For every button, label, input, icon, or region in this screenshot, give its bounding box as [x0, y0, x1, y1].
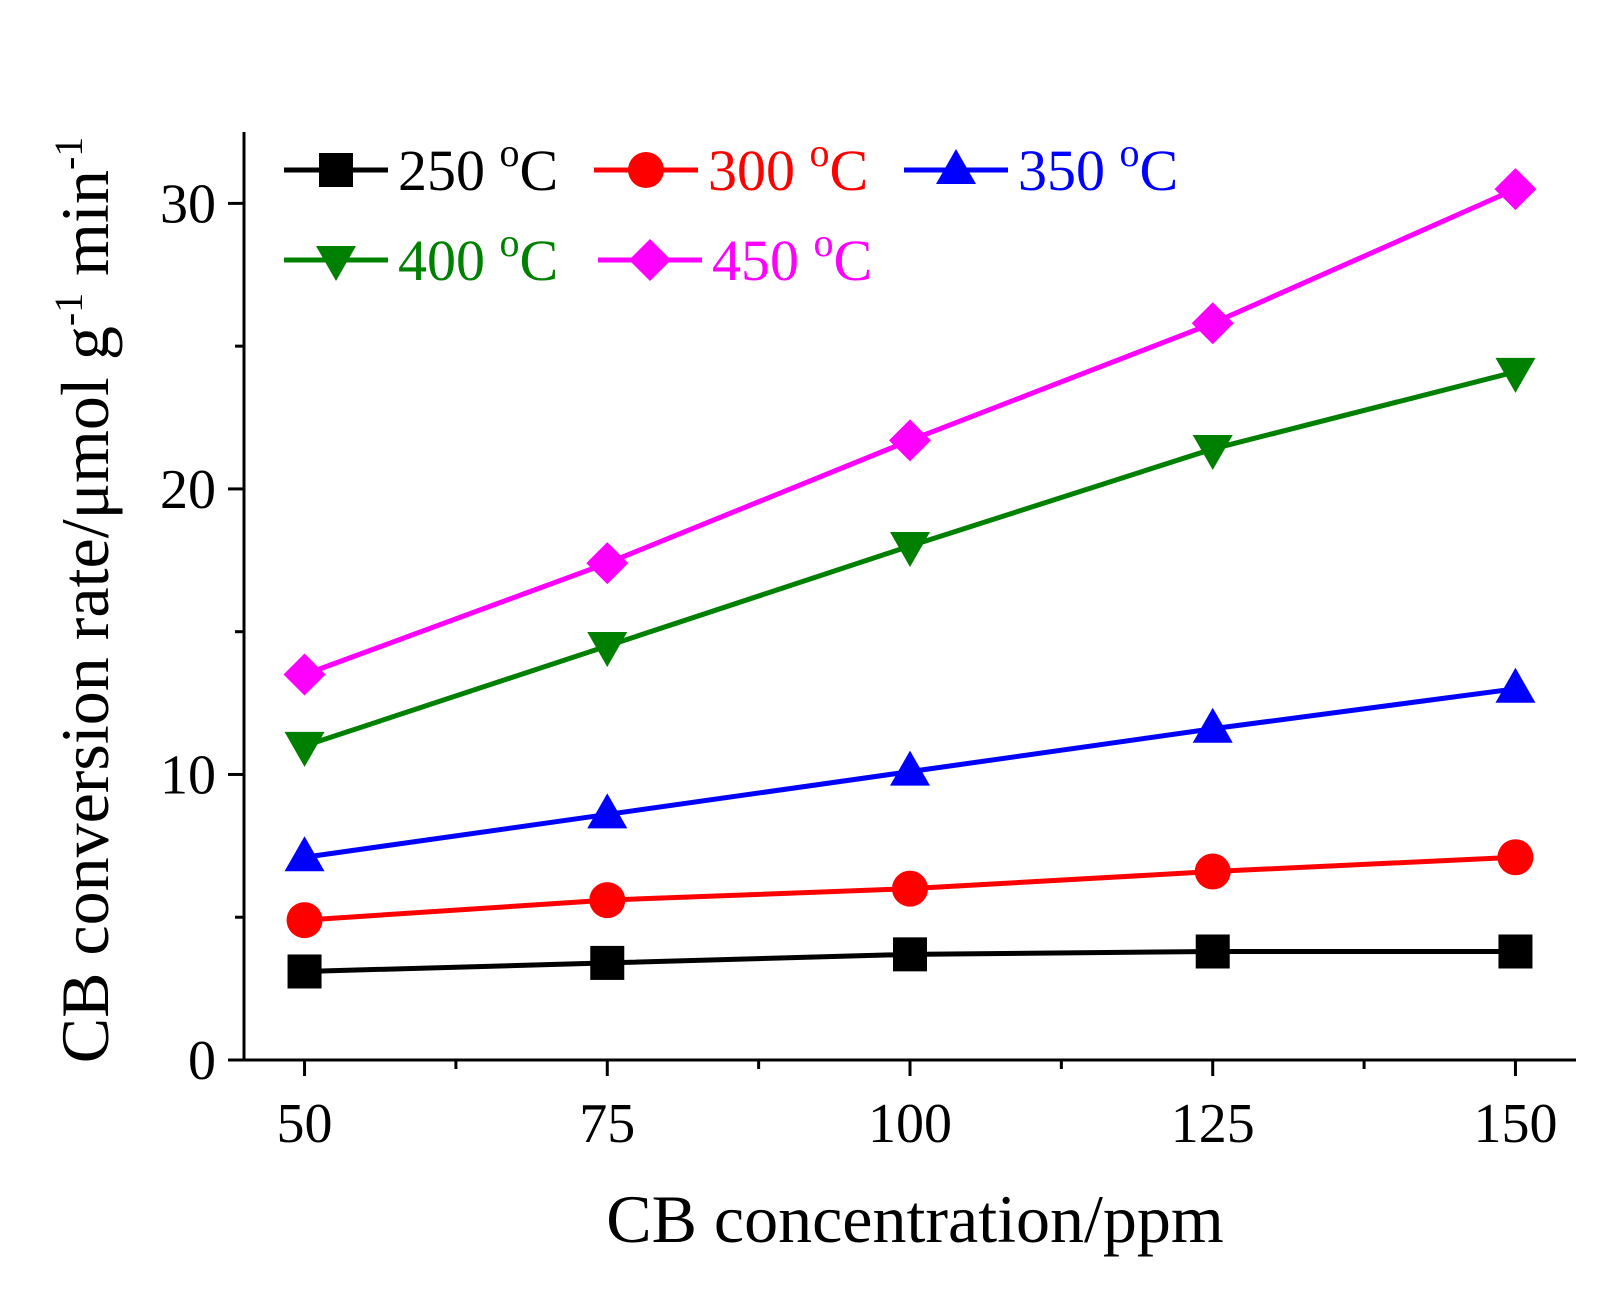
data-point-400 — [587, 631, 628, 667]
data-point-350 — [284, 836, 325, 872]
x-tick-label: 75 — [579, 1093, 635, 1155]
x-tick-label: 150 — [1473, 1093, 1557, 1155]
data-point-350 — [890, 750, 930, 786]
series-250 — [287, 934, 1533, 989]
series-400 — [284, 357, 1536, 767]
series-350 — [284, 667, 1536, 872]
data-point-450 — [586, 542, 629, 585]
y-axis-title-sup2: -1 — [46, 137, 91, 170]
series-300 — [286, 839, 1534, 939]
legend-label: 250 oC — [398, 130, 558, 203]
data-point-250 — [1498, 934, 1533, 969]
x-axis-ticks: 50 75 100 125 150 — [277, 1060, 1557, 1155]
data-point-350 — [1192, 707, 1233, 743]
y-tick-label: 0 — [188, 1030, 216, 1092]
data-point-300 — [589, 882, 626, 919]
legend-label: 450 oC — [712, 220, 872, 293]
legend-item-350: 350 oC — [904, 130, 1178, 203]
data-point-350 — [1495, 667, 1536, 703]
x-tick-label: 125 — [1171, 1093, 1255, 1155]
y-axis-title: CB conversion rate/μmol g-1 min-1 — [46, 137, 123, 1064]
legend-item-300: 300 oC — [594, 130, 868, 203]
legend-marker — [316, 246, 356, 281]
y-axis-title-middle: min — [47, 170, 123, 293]
data-point-250 — [893, 937, 927, 972]
legend-marker — [319, 153, 353, 187]
data-point-300 — [892, 870, 928, 907]
y-axis-title-main: CB conversion rate/μmol g — [47, 326, 123, 1063]
data-point-450 — [1191, 302, 1234, 345]
y-tick-label: 10 — [160, 744, 216, 806]
y-axis-ticks: 0 10 20 30 — [160, 173, 244, 1092]
data-point-400 — [1192, 434, 1233, 470]
data-point-400 — [890, 532, 930, 568]
y-tick-label: 30 — [160, 173, 216, 235]
data-point-450 — [889, 419, 931, 462]
data-point-300 — [286, 902, 323, 939]
series-layer — [283, 168, 1537, 989]
data-point-300 — [1497, 839, 1534, 876]
x-tick-label: 100 — [868, 1093, 952, 1155]
legend-label: 350 oC — [1018, 130, 1178, 203]
legend-label: 300 oC — [708, 130, 868, 203]
y-axis-title-sup1: -1 — [46, 293, 91, 326]
y-tick-label: 20 — [160, 459, 216, 521]
data-point-250 — [1195, 934, 1230, 969]
legend-marker — [629, 239, 671, 281]
data-point-400 — [284, 731, 325, 767]
data-point-450 — [283, 653, 326, 696]
legend: 250 oC 300 oC 350 oC 400 oC 450 oC — [284, 130, 1178, 293]
legend-marker — [628, 152, 664, 188]
data-point-400 — [1495, 357, 1536, 393]
legend-item-400: 400 oC — [284, 220, 558, 293]
series-450 — [283, 168, 1537, 696]
legend-marker — [936, 149, 976, 184]
x-tick-label: 50 — [277, 1093, 333, 1155]
legend-item-450: 450 oC — [598, 220, 872, 293]
data-point-250 — [287, 954, 322, 989]
x-axis-title: CB concentration/ppm — [606, 1181, 1224, 1257]
data-point-300 — [1194, 853, 1231, 890]
data-point-450 — [1494, 168, 1537, 211]
data-point-250 — [590, 945, 625, 980]
data-point-350 — [587, 793, 628, 829]
legend-label: 400 oC — [398, 220, 558, 293]
legend-item-250: 250 oC — [284, 130, 558, 203]
